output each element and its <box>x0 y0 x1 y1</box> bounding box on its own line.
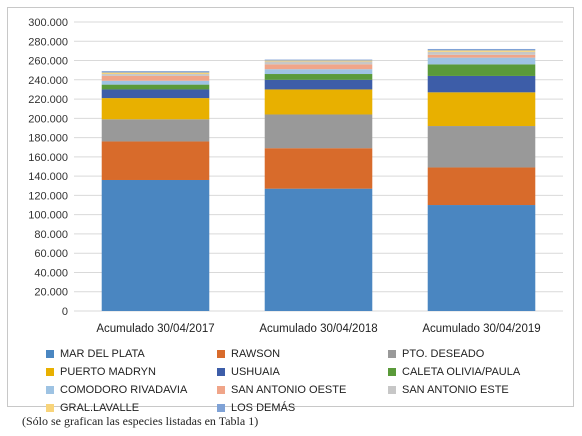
bar-segment <box>264 74 373 80</box>
y-tick-label: 240.000 <box>28 75 68 87</box>
footnote: (Sólo se grafican las especies listadas … <box>22 414 259 428</box>
bar-segment <box>427 54 536 58</box>
y-tick-label: 300.000 <box>28 17 68 29</box>
legend-swatch <box>46 404 54 412</box>
legend-swatch <box>388 368 396 376</box>
legend-swatch <box>217 386 225 394</box>
bar-segment <box>101 84 210 90</box>
bar-segment <box>264 61 373 65</box>
legend-item: COMODORO RIVADAVIA <box>46 384 187 396</box>
legend-swatch <box>46 368 54 376</box>
legend-swatch <box>388 386 396 394</box>
y-tick-label: 160.000 <box>28 152 68 164</box>
legend-item: SAN ANTONIO OESTE <box>217 384 346 396</box>
bar-segment <box>427 126 536 168</box>
legend-item: USHUAIA <box>217 366 280 378</box>
legend-swatch <box>46 350 54 358</box>
bar-segment <box>264 89 373 115</box>
bar-segment <box>101 119 210 142</box>
bar-segment <box>427 51 536 55</box>
legend-swatch <box>217 350 225 358</box>
y-tick-label: 60.000 <box>34 248 68 260</box>
chart-frame: 0 20.000 40.000 60.000 80.000 100.000 120.000 1… <box>7 7 574 414</box>
bar-segment <box>101 75 210 81</box>
bar-segment <box>264 188 373 311</box>
legend-label: PUERTO MADRYN <box>60 366 156 378</box>
legend-label: LOS DEMÁS <box>231 402 296 414</box>
legend-item: PUERTO MADRYN <box>46 366 156 378</box>
legend-item: MAR DEL PLATA <box>46 348 145 360</box>
legend-label: RAWSON <box>231 348 281 360</box>
bar-segment <box>264 64 373 70</box>
bar-segment <box>101 72 210 75</box>
bar-segment <box>101 71 210 73</box>
bar-segment <box>101 80 210 85</box>
y-tick-label: 120.000 <box>28 190 68 202</box>
y-tick-label: 40.000 <box>34 267 68 279</box>
bars <box>101 48 536 311</box>
y-tick-label: 200.000 <box>28 113 68 125</box>
legend-label: USHUAIA <box>231 366 280 378</box>
legend-item: SAN ANTONIO ESTE <box>388 384 509 396</box>
x-axis-categories: Acumulado 30/04/2017 Acumulado 30/04/2018… <box>96 323 540 335</box>
legend-label: SAN ANTONIO OESTE <box>231 384 347 396</box>
y-tick-label: 0 <box>62 306 68 318</box>
legend-item: CALETA OLIVIA/PAULA <box>388 366 520 378</box>
x-category-label: Acumulado 30/04/2018 <box>259 323 377 335</box>
bar-segment <box>264 69 373 75</box>
bar-segment <box>101 179 210 311</box>
y-tick-label: 20.000 <box>34 287 68 299</box>
legend-label: COMODORO RIVADAVIA <box>60 384 188 396</box>
bar-segment <box>264 59 373 61</box>
bar-segment <box>427 57 536 65</box>
legend-item: RAWSON <box>217 348 280 360</box>
bar-segment <box>427 205 536 311</box>
bar-segment <box>101 141 210 180</box>
legend-label: PTO. DESEADO <box>402 348 485 360</box>
stacked-bar-chart: 0 20.000 40.000 60.000 80.000 100.000 120.000 1… <box>28 17 563 335</box>
bar-segment <box>427 92 536 127</box>
legend-label: SAN ANTONIO ESTE <box>402 384 509 396</box>
bar-segment <box>427 64 536 76</box>
y-tick-label: 100.000 <box>28 210 68 222</box>
y-axis-ticks: 0 20.000 40.000 60.000 80.000 100.000 120.000 1… <box>28 17 68 318</box>
legend-item: GRAL.LAVALLE <box>46 402 139 414</box>
legend-swatch <box>217 404 225 412</box>
x-category-label: Acumulado 30/04/2019 <box>422 323 540 335</box>
y-tick-label: 260.000 <box>28 56 68 68</box>
bar-segment <box>264 114 373 149</box>
legend-label: CALETA OLIVIA/PAULA <box>402 366 521 378</box>
legend-item: PTO. DESEADO <box>388 348 484 360</box>
y-tick-label: 140.000 <box>28 171 68 183</box>
legend-item: LOS DEMÁS <box>217 402 295 414</box>
y-tick-label: 80.000 <box>34 229 68 241</box>
bar-segment <box>427 167 536 206</box>
y-tick-label: 180.000 <box>28 133 68 145</box>
bar-segment <box>264 148 373 189</box>
legend-label: MAR DEL PLATA <box>60 348 145 360</box>
bar-segment <box>264 79 373 90</box>
bar-segment <box>101 89 210 99</box>
legend-swatch <box>217 368 225 376</box>
bar-segment <box>427 50 536 52</box>
bar-segment <box>101 74 210 76</box>
bar-segment <box>427 48 536 51</box>
bar-segment <box>264 60 373 62</box>
legend-label: GRAL.LAVALLE <box>60 402 140 414</box>
legend-swatch <box>388 350 396 358</box>
bar-segment <box>427 75 536 93</box>
bar-segment <box>101 98 210 120</box>
legend-swatch <box>46 386 54 394</box>
y-tick-label: 220.000 <box>28 94 68 106</box>
x-category-label: Acumulado 30/04/2017 <box>96 323 214 335</box>
y-tick-label: 280.000 <box>28 36 68 48</box>
